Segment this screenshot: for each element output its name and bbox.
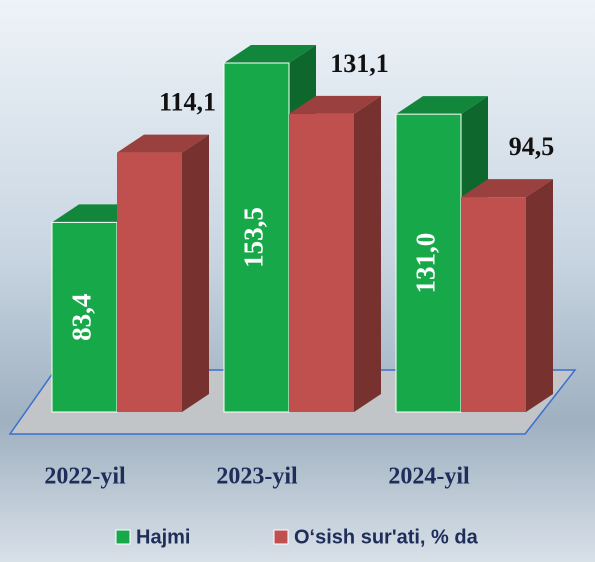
x-tick-label: 2023-yil bbox=[216, 464, 298, 490]
bar bbox=[117, 134, 209, 413]
x-tick-label: 2024-yil bbox=[388, 464, 470, 490]
bar-top bbox=[461, 179, 553, 198]
x-tick-label: 2022-yil bbox=[44, 464, 126, 490]
value-label: 131,1 bbox=[330, 49, 389, 78]
bar-front bbox=[117, 152, 182, 413]
bar-side bbox=[182, 134, 209, 413]
legend-label: Hajmi bbox=[136, 526, 190, 548]
bar-top bbox=[224, 45, 316, 63]
value-label: 131,0 bbox=[411, 233, 441, 294]
bar bbox=[461, 179, 553, 412]
bar-front bbox=[395, 113, 462, 413]
value-label: 114,1 bbox=[159, 88, 216, 117]
bar-top bbox=[396, 96, 488, 115]
bar-side bbox=[526, 179, 553, 412]
legend-label: O‘sish sur'ati, % da bbox=[294, 526, 479, 548]
legend-swatch bbox=[115, 529, 131, 545]
bar-top bbox=[117, 134, 209, 153]
bar-front bbox=[289, 113, 354, 413]
bar-front bbox=[461, 197, 526, 412]
value-label: 83,4 bbox=[67, 294, 97, 341]
value-label: 153,5 bbox=[239, 207, 269, 268]
bar bbox=[289, 95, 381, 413]
bar-side bbox=[354, 95, 381, 413]
legend-swatch bbox=[273, 529, 289, 545]
value-label: 94,5 bbox=[509, 132, 555, 161]
bar-top bbox=[289, 95, 381, 114]
